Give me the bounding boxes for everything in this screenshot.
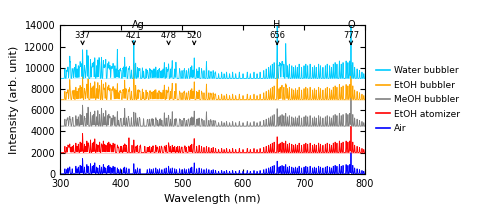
Text: H: H [274,20,281,30]
Text: 421: 421 [126,31,142,40]
Text: 777: 777 [343,31,359,40]
Y-axis label: Intensity (arb. unit): Intensity (arb. unit) [9,46,19,154]
Text: 656: 656 [269,31,285,40]
Text: O: O [347,20,355,30]
Text: 520: 520 [186,31,202,40]
X-axis label: Wavelength (nm): Wavelength (nm) [164,194,261,204]
Text: 478: 478 [160,31,176,40]
Text: Ag: Ag [132,20,145,30]
Text: 337: 337 [74,31,90,40]
Legend: Water bubbler, EtOH bubbler, MeOH bubbler, EtOH atomizer, Air: Water bubbler, EtOH bubbler, MeOH bubble… [372,63,464,137]
